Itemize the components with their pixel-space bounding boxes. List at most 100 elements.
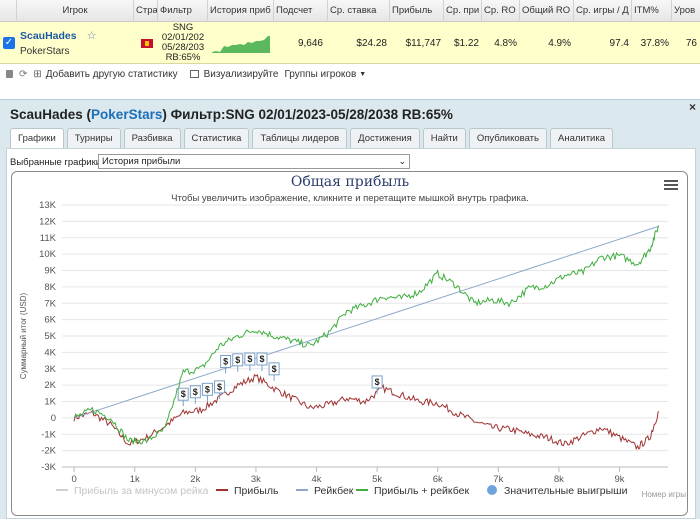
panel-title: ScauHades (PokerStars) Фильтр:SNG 02/01/… [10, 107, 453, 122]
series-profit-line [73, 373, 660, 451]
tab-statistics[interactable]: Статистика [183, 128, 250, 148]
add-stat-button[interactable]: Добавить другую статистику [45, 68, 178, 80]
y-tick-label: 3K [44, 364, 56, 375]
chevron-down-icon: ⌄ [398, 156, 406, 166]
legend-item[interactable]: Прибыль + рейкбек [356, 485, 469, 497]
chevron-down-icon[interactable]: ▼ [359, 70, 367, 78]
y-tick-label: 4K [44, 347, 56, 358]
chart-select[interactable]: История прибыли ⌄ [98, 154, 410, 169]
visualize-icon[interactable] [189, 70, 199, 78]
header-filter[interactable]: Фильтр [158, 0, 208, 22]
header-player[interactable]: Игрок [17, 0, 134, 22]
profit-cell: $11,747 [405, 37, 441, 49]
significant-win-marker: $ [189, 385, 201, 404]
significant-win-marker: $ [214, 380, 226, 399]
marker-box [244, 352, 256, 366]
header-profit-history[interactable]: История приб [208, 0, 274, 22]
table-row[interactable]: ✓ ScauHades ☆ PokerStars SNG 02/01/202 0… [0, 22, 700, 64]
y-tick-label: 11K [40, 233, 57, 244]
significant-win-marker: $ [220, 354, 232, 374]
filter-cell: SNG 02/01/202 05/28/203 RB:65% [158, 22, 208, 64]
hamburger-menu-icon[interactable] [664, 180, 678, 192]
header-level[interactable]: Уров [674, 5, 696, 16]
header-avg-roi[interactable]: Ср. RO [482, 0, 520, 22]
chart-frame[interactable] [11, 171, 688, 516]
marker-label: $ [205, 384, 210, 394]
panel-tabs: Графики Турниры Разбивка Статистика Табл… [10, 128, 616, 148]
marker-box [268, 362, 280, 376]
series-profit-plus-rakeback-line [73, 225, 660, 445]
significant-win-marker: $ [256, 352, 268, 372]
legend-item[interactable]: Прибыль за минусом рейка [56, 485, 209, 497]
tab-analytics[interactable]: Аналитика [549, 128, 614, 148]
total-roi-cell: 4.9% [548, 37, 571, 49]
header-itm[interactable]: ITM% [632, 0, 672, 22]
player-name-link[interactable]: ScauHades [20, 29, 77, 42]
x-tick-label: 6k [433, 474, 443, 485]
add-stat-icon[interactable]: ⊞ [33, 68, 42, 80]
tab-tournaments[interactable]: Турниры [66, 128, 121, 148]
significant-win-marker: $ [201, 382, 213, 402]
tab-achievements[interactable]: Достижения [350, 128, 420, 148]
header-avg-stake[interactable]: Ср. ставка [328, 0, 390, 22]
header-country[interactable]: Стра [134, 0, 158, 22]
marker-label: $ [235, 355, 240, 365]
table-toolbar: ⟳ ⊞ Добавить другую статистику Визуализи… [0, 64, 700, 84]
header-count[interactable]: Подсчет [274, 0, 328, 22]
y-tick-label: 13K [39, 200, 57, 211]
refresh-icon[interactable]: ⟳ [19, 68, 28, 80]
marker-box [256, 352, 268, 366]
marker-box [371, 375, 383, 389]
filter-line: 02/01/202 [161, 32, 205, 43]
legend-label: Значительные выигрыши [504, 485, 628, 497]
player-groups-button[interactable]: Группы игроков [284, 68, 357, 80]
significant-win-marker: $ [244, 352, 256, 372]
tab-breakdown[interactable]: Разбивка [123, 128, 181, 148]
panel-room-link[interactable]: PokerStars [91, 107, 163, 122]
y-tick-label: 9K [44, 266, 56, 277]
player-cell: ScauHades ☆ PokerStars [20, 22, 132, 64]
x-tick-label: 0 [71, 474, 76, 485]
marker-box [232, 353, 244, 367]
x-tick-label: 9k [614, 474, 624, 485]
header-total-roi[interactable]: Общий RO [520, 0, 574, 22]
tab-find[interactable]: Найти [422, 128, 466, 148]
y-tick-label: 7K [44, 298, 56, 309]
legend-label: Рейкбек [314, 485, 354, 497]
tab-charts[interactable]: Графики [10, 128, 64, 148]
visualize-button[interactable]: Визуализируйте [203, 68, 279, 80]
y-tick-label: 2K [44, 380, 56, 391]
tab-leaderboards[interactable]: Таблицы лидеров [252, 128, 348, 148]
itm-cell: 37.8% [640, 37, 669, 49]
header-profit[interactable]: Прибыль [390, 0, 444, 22]
legend-item[interactable]: Значительные выигрыши [487, 485, 628, 497]
marker-box [177, 387, 189, 401]
close-icon[interactable]: × [688, 100, 696, 114]
panel-filter-text: Фильтр:SNG 02/01/2023-05/28/2038 RB:65% [170, 107, 453, 122]
x-tick-label: 2k [190, 474, 200, 485]
legend-item[interactable]: Прибыль [216, 485, 279, 497]
marker-label: $ [193, 387, 198, 397]
filter-line: SNG [172, 22, 194, 33]
x-tick-label: 5k [372, 474, 382, 485]
marker-label: $ [272, 364, 277, 374]
avg-games-cell: 97.4 [609, 37, 629, 49]
row-checkbox[interactable]: ✓ [3, 37, 15, 49]
marker-label: $ [181, 389, 186, 399]
chart-title: Общая прибыль [290, 174, 410, 190]
legend-label: Прибыль [234, 485, 279, 497]
marker-label: $ [217, 382, 222, 392]
player-room: PokerStars [20, 46, 70, 57]
table-header: Игрок Стра Фильтр История приб Подсчет С… [0, 0, 700, 22]
legend-item[interactable]: Рейкбек [296, 485, 354, 497]
header-avg-games[interactable]: Ср. игры / Д [574, 0, 632, 22]
y-tick-label: 8K [44, 282, 56, 293]
panel-player-name: ScauHades [10, 107, 83, 122]
header-avg-profit[interactable]: Ср. при [444, 0, 482, 22]
x-tick-label: 3k [251, 474, 261, 485]
trash-icon[interactable] [6, 70, 13, 78]
star-icon[interactable]: ☆ [86, 30, 97, 42]
significant-win-marker: $ [232, 353, 244, 372]
tab-publish[interactable]: Опубликовать [468, 128, 547, 148]
